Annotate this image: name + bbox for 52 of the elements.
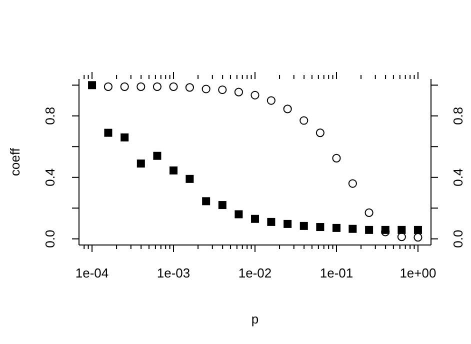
point xyxy=(169,82,178,91)
point xyxy=(398,226,406,234)
y2-tick-label: 0.0 xyxy=(450,230,466,248)
point xyxy=(300,116,308,125)
point xyxy=(153,152,162,160)
point xyxy=(202,84,210,94)
point xyxy=(267,218,276,226)
point xyxy=(218,85,227,94)
point xyxy=(284,220,292,228)
x-tick-label: 1e-04 xyxy=(75,266,109,280)
x-tick-label: 1e-01 xyxy=(320,266,354,280)
y-tick-label: 0.8 xyxy=(42,106,58,125)
x-axis-title: p xyxy=(251,312,259,326)
point xyxy=(186,174,194,183)
point xyxy=(202,197,210,206)
point xyxy=(120,133,129,142)
y-tick-label: 0.4 xyxy=(42,168,58,186)
point xyxy=(250,90,260,100)
point xyxy=(120,82,129,91)
x-tick-label: 1e-02 xyxy=(238,266,272,280)
y2-tick-label: 0.8 xyxy=(450,106,466,125)
point xyxy=(104,82,113,91)
point xyxy=(283,104,292,114)
point xyxy=(152,82,162,91)
point xyxy=(364,208,374,218)
point xyxy=(88,81,96,90)
point xyxy=(185,83,194,92)
point xyxy=(218,201,226,210)
x-tick-label: 1e-03 xyxy=(156,266,190,280)
point xyxy=(332,154,341,162)
y-axis-title: coeff xyxy=(8,148,22,176)
point xyxy=(234,210,243,218)
point xyxy=(414,233,422,242)
point xyxy=(251,214,259,223)
point xyxy=(397,232,406,242)
point xyxy=(365,226,374,234)
point xyxy=(348,224,357,233)
x-tick-label: 1e+00 xyxy=(400,266,436,280)
y2-tick-label: 0.4 xyxy=(450,168,466,186)
point xyxy=(136,160,145,168)
point xyxy=(316,128,324,138)
point xyxy=(316,223,324,232)
point xyxy=(332,224,340,232)
point xyxy=(234,88,244,96)
point xyxy=(414,226,422,234)
point xyxy=(170,166,178,174)
point xyxy=(348,179,357,188)
point xyxy=(266,96,276,105)
y-tick-label: 0.0 xyxy=(42,230,58,248)
point xyxy=(104,128,112,137)
point xyxy=(300,222,308,230)
point xyxy=(136,82,146,91)
